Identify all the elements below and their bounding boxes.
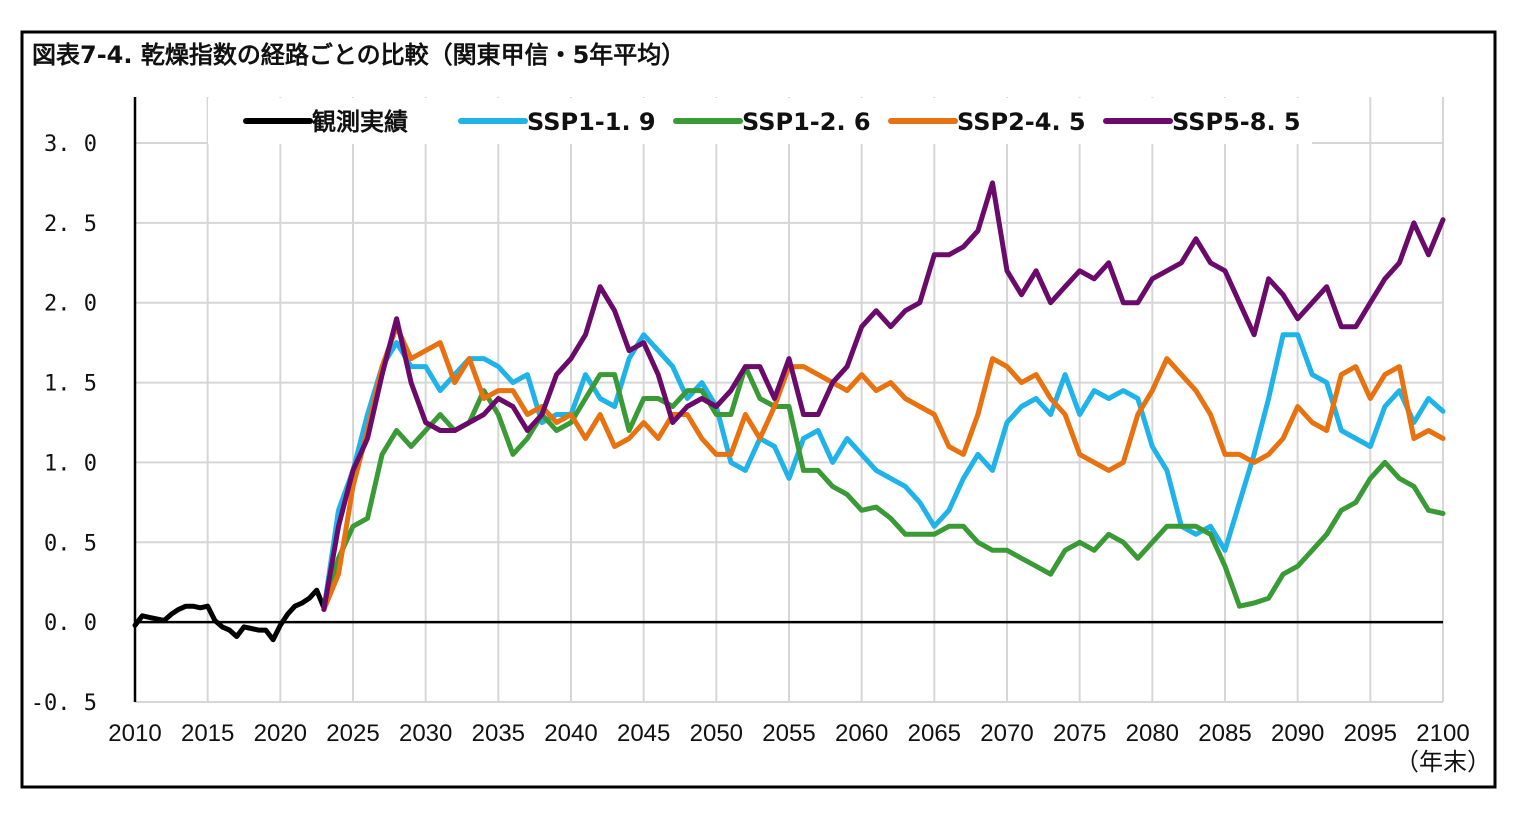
x-tick-label: 2070 xyxy=(980,720,1033,747)
y-tick-label: 1. 0 xyxy=(44,451,97,476)
x-tick-label: 2030 xyxy=(399,720,452,747)
legend-label: SSP1-1. 9 xyxy=(527,108,656,136)
series-line-SSP1-2.6 xyxy=(321,364,1446,612)
legend-label: SSP1-2. 6 xyxy=(742,108,871,136)
legend-label: SSP5-8. 5 xyxy=(1172,108,1301,136)
chart-frame xyxy=(20,30,1497,789)
legend-label: SSP2-4. 5 xyxy=(957,108,1086,136)
x-tick-label: 2090 xyxy=(1271,720,1324,747)
x-tick-label: 2010 xyxy=(108,720,161,747)
x-tick-label: 2020 xyxy=(254,720,307,747)
y-tick-label: 0. 0 xyxy=(44,611,97,636)
y-tick-label: 2. 5 xyxy=(44,212,97,237)
x-tick-label: 2060 xyxy=(835,720,888,747)
series-line-観測実績 xyxy=(132,587,327,643)
x-tick-label: 2015 xyxy=(181,720,234,747)
x-tick-label: 2040 xyxy=(544,720,597,747)
x-tick-label: 2065 xyxy=(908,720,961,747)
x-tick-label: 2055 xyxy=(762,720,815,747)
x-tick-label: 2100 xyxy=(1416,720,1469,747)
legend: 観測実績 SSP1-1. 9 SSP1-2. 6 SSP2-4. 5 SSP5-8. 5 xyxy=(208,98,1312,144)
series-line-SSP5-8.5 xyxy=(321,180,1446,612)
chart-title: 図表7-4. 乾燥指数の経路ごとの比較（関東甲信・5年平均） xyxy=(32,41,685,69)
x-tick-label: 2025 xyxy=(326,720,379,747)
y-tick-label: 1. 5 xyxy=(44,372,97,397)
series-line-SSP2-4.5 xyxy=(321,324,1446,612)
x-tick-label: 2050 xyxy=(690,720,743,747)
x-tick-label: 2095 xyxy=(1344,720,1397,747)
axes: -0. 5 0. 0 0. 5 1. 0 1. 5 2. 0 2. 5 3. 0 2010 201… xyxy=(31,97,1470,747)
x-unit-label: （年末） xyxy=(1395,749,1491,776)
legend-label: 観測実績 xyxy=(312,108,408,136)
x-tick-label: 2080 xyxy=(1126,720,1179,747)
y-tick-label: -0. 5 xyxy=(31,691,97,716)
x-tick-label: 2075 xyxy=(1053,720,1106,747)
x-tick-label: 2035 xyxy=(472,720,525,747)
y-tick-label: 0. 5 xyxy=(44,531,97,556)
y-tick-label: 2. 0 xyxy=(44,292,97,317)
y-tick-label: 3. 0 xyxy=(44,132,97,157)
x-tick-label: 2085 xyxy=(1198,720,1251,747)
series-lines xyxy=(132,180,1446,643)
series-line-SSP1-1.9 xyxy=(321,332,1446,612)
x-tick-label: 2045 xyxy=(617,720,670,747)
